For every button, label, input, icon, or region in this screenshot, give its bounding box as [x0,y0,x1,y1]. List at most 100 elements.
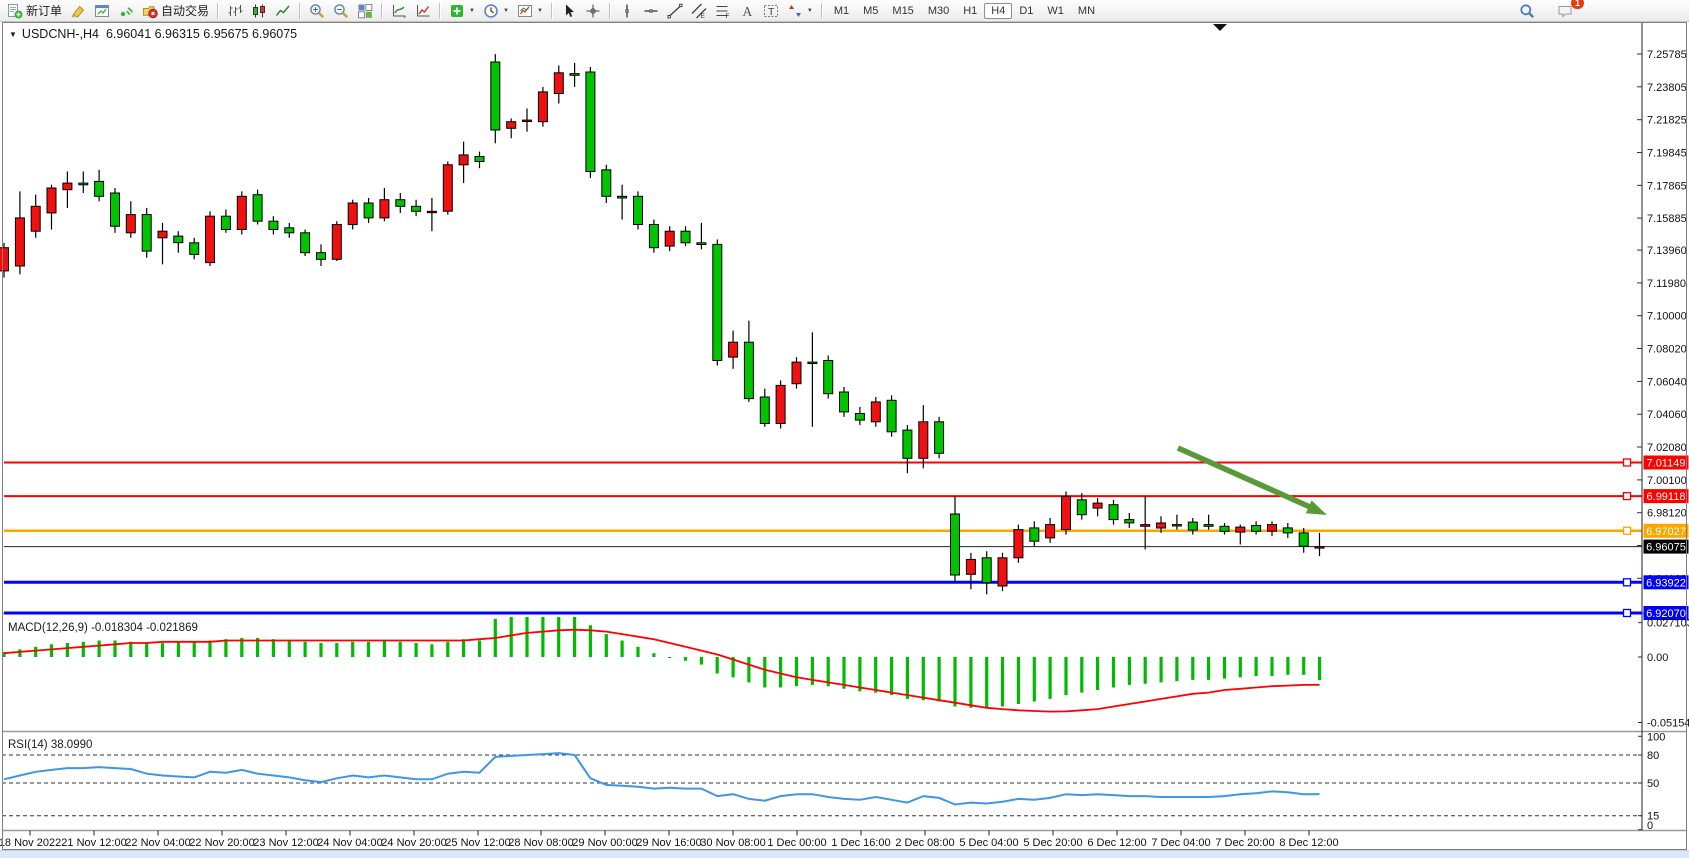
chart-canvas[interactable]: 7.25785 7.23805 7.21825 7.19845 7.17865 7.158… [0,22,1689,855]
candle [839,387,849,417]
candle [1314,532,1325,557]
timeframe-m15-button[interactable]: M15 [892,4,914,17]
toolbar-add-indicator-button[interactable]: ▼ [445,1,479,21]
hline-resistance-2[interactable] [4,491,1642,501]
toolbar-zoom-in-button[interactable] [305,1,329,21]
price-badge-pivot-orange: 6.97027 [1643,523,1689,538]
svg-text:7.13960: 7.13960 [1647,245,1687,257]
svg-text:7 Dec 20:00: 7 Dec 20:00 [1215,837,1274,849]
toolbar-candlestick-chart-button[interactable] [247,1,271,21]
svg-text:24 Nov 04:00: 24 Nov 04:00 [317,837,382,849]
chart-window: ▼ USDCNH-,H4 6.96041 6.96315 6.95675 6.96… [0,22,1689,850]
candle [1156,516,1166,533]
candle [284,222,295,238]
panel-separator[interactable] [2,730,1687,734]
toolbar-group-objects: ▼ ▼ ▼ [445,1,547,21]
svg-text:RSI(14) 38.0990: RSI(14) 38.0990 [8,739,92,751]
toolbar-horizontal-line-button[interactable] [639,1,663,21]
svg-text:7.21825: 7.21825 [1647,115,1687,127]
toolbar-indicator-separate-button[interactable] [387,1,411,21]
candle [648,219,659,253]
timeframe-m1-button[interactable]: M1 [833,4,850,17]
toolbar-text-button[interactable]: A [735,1,759,21]
hline-resistance-1[interactable] [4,458,1642,467]
indicator-main-icon [415,3,431,19]
hline-support-2[interactable] [4,608,1642,618]
trend-arrow-annotation[interactable] [1176,445,1327,515]
toolbar-signals-button[interactable] [114,1,138,21]
candle [1045,518,1056,543]
toolbar-separator [550,2,553,19]
svg-text:7.11980: 7.11980 [1647,278,1686,290]
svg-text:50: 50 [1647,778,1659,790]
chart-svg[interactable]: 7.25785 7.23805 7.21825 7.19845 7.17865 7.158… [0,22,1689,850]
candles-layer [0,54,1325,595]
toolbar-line-chart-button[interactable] [271,1,295,21]
toolbar-crosshair-button[interactable] [581,1,605,21]
timeframe-m5-button[interactable]: M5 [863,4,879,17]
chart-shift-marker-icon[interactable] [1213,24,1227,31]
toolbar-trendline-button[interactable] [663,1,687,21]
svg-text:E: E [700,13,705,19]
toolbar-search-button[interactable] [1515,1,1539,21]
collapse-triangle-icon[interactable]: ▼ [9,30,17,39]
timeframe-mn-button[interactable]: MN [1077,4,1096,17]
toolbar-equidistant-channel-button[interactable]: E [687,1,711,21]
indicator-separate-icon [391,3,407,19]
toolbar-new-order-button[interactable]: 新订单 [3,0,66,21]
toolbar-text-label-button[interactable]: T [759,1,783,21]
toolbar-indicator-main-button[interactable] [411,1,435,21]
svg-text:29 Nov 16:00: 29 Nov 16:00 [636,837,701,849]
candle [1298,527,1309,553]
toolbar-tile-windows-button[interactable] [353,1,377,21]
toolbar-highlighter-button[interactable] [66,1,90,21]
toolbar-group-trade: 新订单 自动交易 [3,1,213,21]
rsi-line [3,752,1320,806]
timeframe-h1-button[interactable]: H1 [963,4,978,17]
svg-text:28 Nov 08:00: 28 Nov 08:00 [508,837,573,849]
candle [585,67,596,179]
toolbar-fibonacci-button[interactable]: F [711,1,735,21]
svg-text:18 Nov 2022: 18 Nov 2022 [0,837,61,849]
candle [78,171,89,193]
toolbar-templates-button[interactable]: ▼ [513,1,547,21]
timeframe-d1-button[interactable]: D1 [1019,4,1034,17]
svg-text:6.98120: 6.98120 [1647,508,1687,520]
candle [426,198,437,232]
toolbar-group-pointer [557,1,605,21]
hline-pivot-orange[interactable] [4,526,1642,535]
candle [331,221,342,261]
timeframe-h4-button[interactable]: H4 [984,2,1013,19]
svg-text:7.00100: 7.00100 [1647,475,1687,487]
toolbar-cursor-button[interactable] [557,1,581,21]
svg-text:7.02080: 7.02080 [1647,442,1687,454]
svg-text:F: F [725,13,729,19]
chart-background [0,22,1689,850]
svg-text:-0.051546: -0.051546 [1647,718,1689,730]
candle [411,199,422,217]
candle [1029,521,1040,547]
toolbar-arrows-button[interactable]: ▼ [783,1,817,21]
toolbar-chart-window-button[interactable] [90,1,114,21]
toolbar-auto-trading-button[interactable]: 自动交易 [138,0,213,21]
svg-text:8 Dec 12:00: 8 Dec 12:00 [1279,837,1338,849]
timeframe-w1-button[interactable]: W1 [1047,4,1064,17]
toolbar-bar-chart-button[interactable] [223,1,247,21]
candle [1267,521,1277,537]
svg-text:5 Dec 20:00: 5 Dec 20:00 [1023,837,1082,849]
toolbar-zoom-out-button[interactable] [329,1,353,21]
panel-separator[interactable] [2,829,1687,833]
toolbar-separator [439,2,442,19]
toolbar-periods-button[interactable]: ▼ [479,1,513,21]
timeframe-m30-button[interactable]: M30 [927,4,950,17]
hline-support-1[interactable] [4,578,1642,587]
bar-chart-icon [227,3,243,19]
candle [1282,523,1293,538]
chevron-down-icon: ▼ [806,7,813,14]
new-order-label: 新订单 [26,4,63,18]
cursor-icon [561,3,577,19]
toolbar-comments-button[interactable]: 1 [1553,0,1584,21]
svg-text:6.97027: 6.97027 [1646,526,1686,538]
toolbar-vertical-line-button[interactable] [615,1,639,21]
